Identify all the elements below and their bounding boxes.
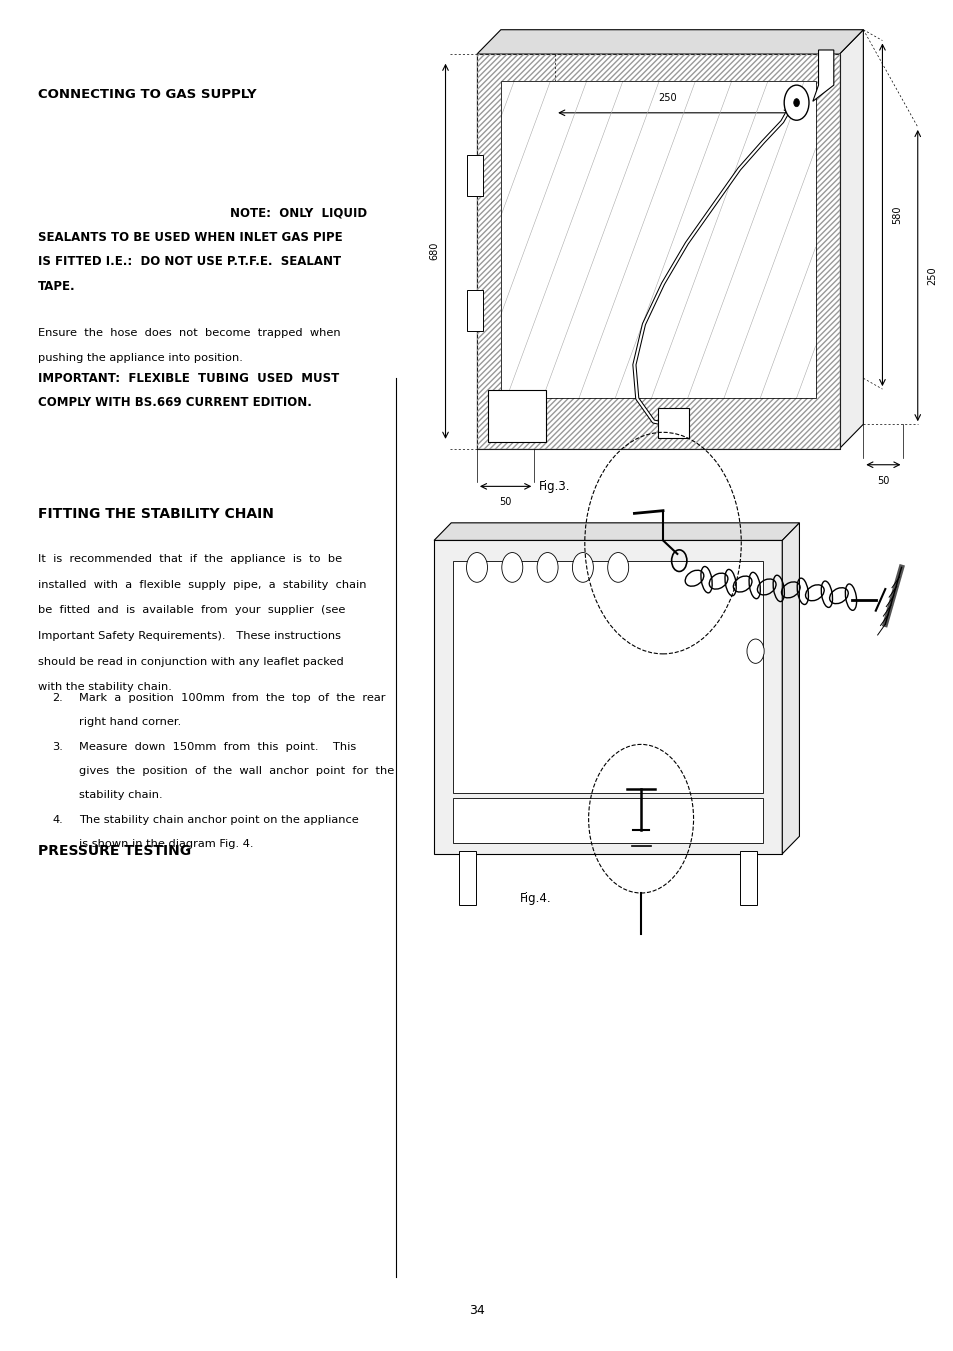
Text: It  is  recommended  that  if  the  appliance  is  to  be: It is recommended that if the appliance … bbox=[38, 554, 342, 563]
Text: 580: 580 bbox=[891, 205, 901, 224]
Polygon shape bbox=[839, 30, 862, 449]
Circle shape bbox=[746, 639, 763, 663]
Text: Fig.4.: Fig.4. bbox=[519, 892, 551, 905]
Circle shape bbox=[607, 553, 628, 582]
Circle shape bbox=[793, 99, 799, 107]
Text: 2.: 2. bbox=[52, 693, 63, 703]
Circle shape bbox=[783, 85, 808, 120]
FancyBboxPatch shape bbox=[740, 851, 757, 905]
Polygon shape bbox=[500, 81, 815, 399]
Text: 34: 34 bbox=[469, 1304, 484, 1317]
Polygon shape bbox=[812, 50, 833, 101]
Circle shape bbox=[537, 553, 558, 582]
Circle shape bbox=[572, 553, 593, 582]
Text: 50: 50 bbox=[877, 476, 888, 485]
Text: is shown in the diagram Fig. 4.: is shown in the diagram Fig. 4. bbox=[79, 839, 253, 848]
Text: FITTING THE STABILITY CHAIN: FITTING THE STABILITY CHAIN bbox=[38, 507, 274, 520]
Text: The stability chain anchor point on the appliance: The stability chain anchor point on the … bbox=[79, 815, 358, 824]
Text: PRESSURE TESTING: PRESSURE TESTING bbox=[38, 844, 192, 858]
FancyBboxPatch shape bbox=[467, 155, 482, 196]
Text: with the stability chain.: with the stability chain. bbox=[38, 682, 172, 692]
Circle shape bbox=[501, 553, 522, 582]
Polygon shape bbox=[434, 540, 781, 854]
Text: 3.: 3. bbox=[52, 742, 63, 751]
Text: Important Safety Requirements).   These instructions: Important Safety Requirements). These in… bbox=[38, 631, 341, 640]
Text: 250: 250 bbox=[658, 93, 677, 104]
Text: CONNECTING TO GAS SUPPLY: CONNECTING TO GAS SUPPLY bbox=[38, 88, 256, 101]
Text: gives  the  position  of  the  wall  anchor  point  for  the: gives the position of the wall anchor po… bbox=[79, 766, 394, 775]
Circle shape bbox=[466, 553, 487, 582]
Text: be  fitted  and  is  available  from  your  supplier  (see: be fitted and is available from your sup… bbox=[38, 605, 345, 615]
Text: 250: 250 bbox=[926, 266, 936, 285]
Polygon shape bbox=[781, 523, 799, 854]
Text: 4.: 4. bbox=[52, 815, 63, 824]
Text: right hand corner.: right hand corner. bbox=[79, 717, 181, 727]
Text: Mark  a  position  100mm  from  the  top  of  the  rear: Mark a position 100mm from the top of th… bbox=[79, 693, 385, 703]
FancyBboxPatch shape bbox=[488, 390, 545, 442]
FancyBboxPatch shape bbox=[453, 798, 762, 843]
Text: COMPLY WITH BS.669 CURRENT EDITION.: COMPLY WITH BS.669 CURRENT EDITION. bbox=[38, 396, 312, 409]
Text: NOTE:  ONLY  LIQUID: NOTE: ONLY LIQUID bbox=[230, 207, 367, 220]
Text: stability chain.: stability chain. bbox=[79, 790, 163, 800]
FancyBboxPatch shape bbox=[453, 561, 762, 793]
Text: IMPORTANT:  FLEXIBLE  TUBING  USED  MUST: IMPORTANT: FLEXIBLE TUBING USED MUST bbox=[38, 372, 339, 385]
Polygon shape bbox=[476, 30, 862, 54]
FancyBboxPatch shape bbox=[467, 290, 482, 331]
Text: 680: 680 bbox=[429, 242, 438, 261]
Text: Fig.3.: Fig.3. bbox=[538, 480, 570, 493]
Text: TAPE.: TAPE. bbox=[38, 280, 75, 293]
Text: Ensure  the  hose  does  not  become  trapped  when: Ensure the hose does not become trapped … bbox=[38, 328, 340, 338]
Text: 50: 50 bbox=[499, 497, 511, 507]
Text: Measure  down  150mm  from  this  point.    This: Measure down 150mm from this point. This bbox=[79, 742, 356, 751]
Text: pushing the appliance into position.: pushing the appliance into position. bbox=[38, 353, 243, 362]
Text: SEALANTS TO BE USED WHEN INLET GAS PIPE: SEALANTS TO BE USED WHEN INLET GAS PIPE bbox=[38, 231, 342, 245]
Polygon shape bbox=[434, 523, 799, 540]
Text: installed  with  a  flexible  supply  pipe,  a  stability  chain: installed with a flexible supply pipe, a… bbox=[38, 580, 366, 589]
FancyBboxPatch shape bbox=[658, 408, 688, 438]
FancyBboxPatch shape bbox=[458, 851, 476, 905]
Text: should be read in conjunction with any leaflet packed: should be read in conjunction with any l… bbox=[38, 657, 343, 666]
Text: IS FITTED I.E.:  DO NOT USE P.T.F.E.  SEALANT: IS FITTED I.E.: DO NOT USE P.T.F.E. SEAL… bbox=[38, 255, 341, 269]
Polygon shape bbox=[476, 54, 839, 449]
